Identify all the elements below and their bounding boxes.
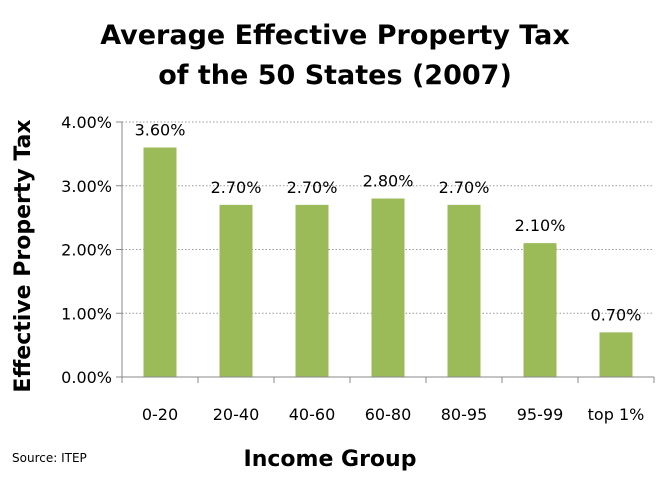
source-note: Source: ITEP [12, 451, 87, 465]
y-axis-label: Effective Property Tax [11, 119, 36, 392]
data-label: 3.60% [135, 121, 186, 140]
x-tick-label: 20-40 [213, 405, 260, 424]
bar [295, 204, 329, 377]
y-tick-label: 3.00% [61, 177, 112, 196]
x-tick-label: 0-20 [142, 405, 178, 424]
y-tick-label: 4.00% [61, 113, 112, 132]
x-tick-label: 60-80 [365, 405, 412, 424]
bar [523, 243, 557, 377]
data-label: 0.70% [591, 305, 642, 324]
x-axis-label: Income Group [244, 447, 417, 472]
data-label: 2.70% [211, 178, 262, 197]
y-tick-label: 1.00% [61, 304, 112, 323]
bar [371, 198, 405, 377]
data-label: 2.10% [515, 216, 566, 235]
x-tick-label: 95-99 [517, 405, 564, 424]
x-tick-label: top 1% [588, 405, 645, 424]
x-tick-label: 80-95 [441, 405, 488, 424]
y-tick-label: 2.00% [61, 241, 112, 260]
data-label: 2.70% [439, 178, 490, 197]
data-label: 2.70% [287, 178, 338, 197]
chart-title-line-2: of the 50 States (2007) [158, 60, 512, 91]
chart-title-line-1: Average Effective Property Tax [100, 20, 570, 51]
bar [219, 204, 253, 377]
bar [447, 204, 481, 377]
bar [599, 332, 633, 377]
x-tick-label: 40-60 [289, 405, 336, 424]
bar [143, 147, 177, 377]
data-label: 2.80% [363, 172, 414, 191]
y-tick-label: 0.00% [61, 368, 112, 387]
